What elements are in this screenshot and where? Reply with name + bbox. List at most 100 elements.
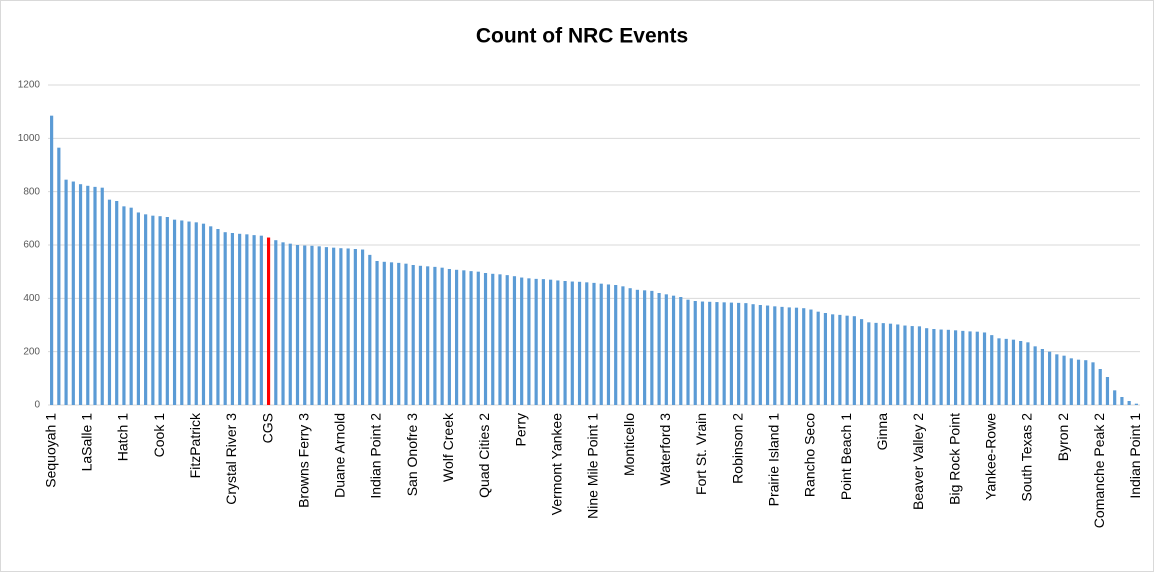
bar [78, 184, 83, 405]
bar [455, 269, 459, 405]
bar [505, 275, 509, 405]
bar [563, 281, 567, 405]
bar [961, 330, 965, 405]
bar [577, 281, 582, 405]
bar [823, 313, 828, 405]
x-tick-label: Hatch 1 [115, 413, 131, 461]
bar [303, 245, 307, 405]
bar [1004, 338, 1008, 405]
bar [368, 254, 372, 405]
bar [447, 269, 451, 405]
bar [144, 214, 148, 405]
x-tick-label: Vermont Yankee [549, 413, 565, 515]
bar [411, 265, 415, 405]
x-tick-label: Prairie Island 1 [765, 413, 781, 507]
chart-title: Count of NRC Events [476, 25, 688, 48]
bar [339, 248, 343, 405]
bar [556, 280, 560, 405]
bar [794, 307, 799, 405]
bar [375, 261, 379, 405]
bar [765, 305, 770, 405]
bar [867, 322, 871, 405]
bar [389, 262, 394, 405]
x-tick-label: Perry [512, 413, 528, 446]
bar [1011, 339, 1016, 405]
bar [1134, 403, 1138, 405]
bar [100, 187, 104, 405]
bar [483, 273, 488, 405]
bar [418, 265, 423, 405]
bar [722, 302, 726, 405]
bar [802, 308, 806, 405]
bar [1127, 401, 1131, 405]
bar [874, 322, 878, 405]
bar [809, 309, 813, 405]
bar [172, 219, 177, 405]
y-tick-label: 600 [23, 240, 40, 251]
bar [353, 249, 357, 405]
bar [230, 233, 235, 405]
bar [1026, 342, 1030, 405]
bar [606, 284, 611, 405]
bar [440, 267, 444, 405]
bar [917, 326, 922, 405]
bar [165, 217, 169, 405]
y-tick-label: 1000 [18, 133, 41, 144]
bar [310, 245, 314, 405]
bar [852, 316, 856, 405]
bar [751, 304, 755, 405]
bar [1019, 341, 1023, 405]
bar [1098, 369, 1102, 405]
bar [57, 147, 61, 405]
bar [122, 206, 126, 405]
x-tick-label: Beaver Valley 2 [910, 413, 926, 510]
bar [997, 338, 1001, 405]
x-tick-label: Fort St. Vrain [693, 413, 709, 495]
bar [635, 289, 639, 405]
x-tick-label: Nine Mile Point 1 [585, 413, 601, 519]
bar [491, 273, 495, 405]
bar [737, 302, 741, 405]
bar [50, 115, 54, 406]
bar [650, 290, 654, 405]
bar [64, 179, 68, 405]
bar [903, 325, 907, 405]
bar [93, 186, 97, 405]
bar [433, 266, 437, 405]
bar [585, 282, 589, 405]
bar [498, 274, 502, 405]
bar [729, 302, 733, 405]
bar [245, 234, 249, 405]
bar [838, 314, 842, 405]
bar [324, 247, 329, 405]
bar [946, 329, 950, 405]
bar [671, 295, 676, 405]
bar [932, 329, 936, 405]
bar [216, 229, 220, 405]
x-tick-label: Ginna [874, 413, 890, 451]
bar [115, 201, 119, 405]
x-tick-label: South Texas 2 [1019, 413, 1035, 502]
x-tick-label: Indian Point 1 [1127, 413, 1143, 499]
bar [541, 279, 545, 405]
x-tick-label: Comanche Peak 2 [1091, 413, 1107, 528]
x-tick-label: Waterford 3 [657, 413, 673, 486]
bar [332, 247, 336, 405]
bar [888, 323, 893, 405]
bar [259, 235, 263, 405]
bar [158, 216, 162, 405]
bar [382, 261, 386, 405]
bar [71, 181, 75, 405]
bar [1069, 358, 1073, 405]
bar [621, 286, 625, 405]
x-tick-label: Big Rock Point [946, 413, 962, 505]
bar [1113, 390, 1117, 405]
bar [238, 233, 242, 405]
bar [939, 329, 943, 405]
bar [925, 328, 929, 405]
bar [592, 282, 596, 405]
x-tick-label: Browns Ferry 3 [295, 413, 311, 508]
bar [614, 285, 618, 405]
bar [881, 323, 885, 405]
